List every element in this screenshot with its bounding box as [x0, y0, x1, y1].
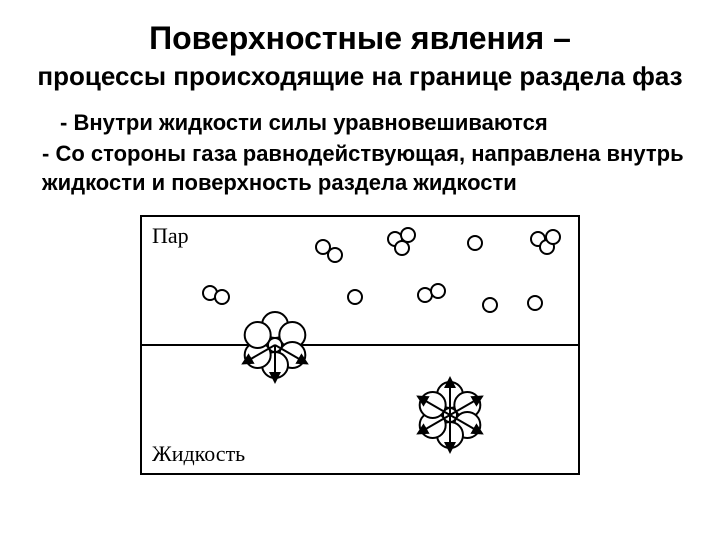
svg-text:Пар: Пар	[152, 223, 189, 248]
page-subtitle: процессы происходящие на границе раздела…	[30, 61, 690, 92]
bullet-point-2: - Со стороны газа равнодействующая, напр…	[42, 140, 690, 197]
diagram-container: Пар Жидкость	[30, 215, 690, 485]
svg-text:Жидкость: Жидкость	[152, 441, 245, 466]
page-title: Поверхностные явления –	[30, 20, 690, 57]
bullet-point-1: - Внутри жидкости силы уравновешиваются	[60, 110, 690, 136]
phase-diagram: Пар Жидкость	[140, 215, 580, 485]
